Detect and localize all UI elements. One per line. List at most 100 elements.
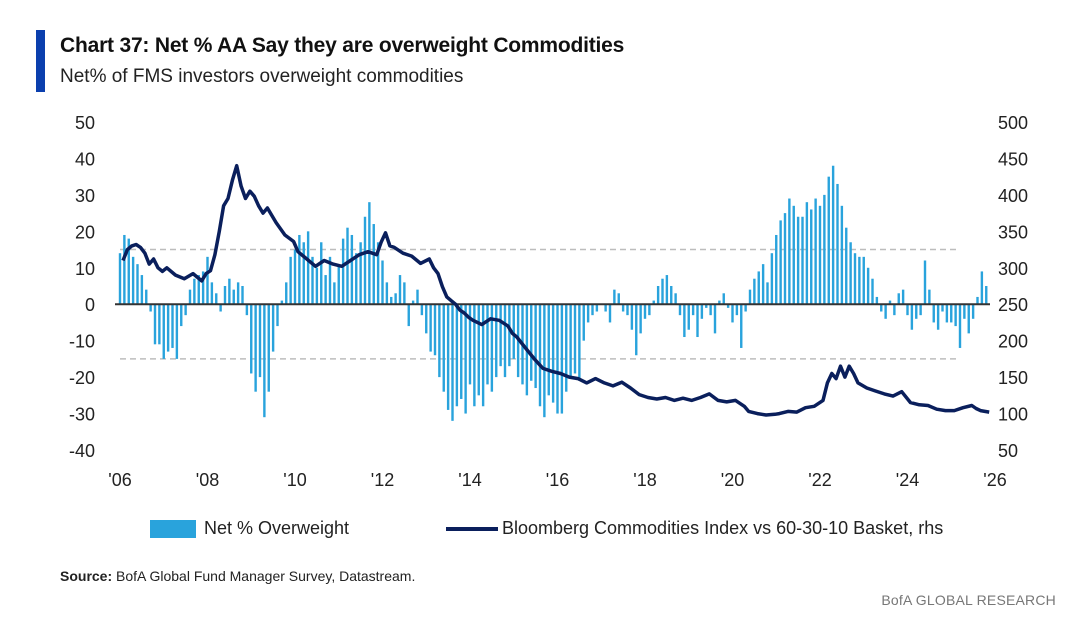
bar (792, 205, 795, 305)
bar (355, 253, 358, 305)
bar (460, 304, 463, 399)
bar (565, 304, 568, 392)
bar (827, 176, 830, 305)
bar (823, 194, 826, 305)
bar (915, 304, 918, 319)
bar (906, 304, 909, 316)
bar (805, 202, 809, 305)
bar (411, 300, 415, 305)
right-tick-label: 250 (998, 295, 1028, 315)
bar (958, 304, 962, 348)
bar (140, 275, 144, 305)
bar (687, 304, 690, 330)
bar (722, 293, 725, 305)
source-label: Source: (60, 568, 113, 584)
bar (149, 304, 152, 312)
right-tick-label: 400 (998, 186, 1028, 206)
legend-swatch-line (446, 526, 498, 531)
bar (543, 304, 546, 418)
bar (232, 289, 235, 305)
bar (534, 304, 537, 389)
left-tick-label: 0 (85, 295, 95, 315)
legend-label-bars: Net % Overweight (204, 518, 350, 538)
bar (849, 242, 852, 305)
bar (705, 304, 708, 308)
bar (215, 293, 218, 305)
bar (442, 304, 445, 392)
bar (495, 304, 498, 378)
bar (547, 304, 550, 396)
left-tick-label: -10 (69, 332, 95, 352)
bar (416, 289, 419, 305)
bar (481, 304, 485, 407)
bar (166, 304, 170, 352)
bar (648, 304, 651, 316)
bar (280, 300, 284, 305)
bar (726, 304, 730, 308)
bar (836, 183, 839, 305)
bar (713, 304, 717, 334)
x-tick-label: '24 (896, 470, 919, 490)
bar (569, 304, 572, 378)
bar (324, 275, 327, 305)
bar (578, 304, 581, 381)
bar (394, 293, 397, 305)
bar (328, 256, 332, 305)
bar (438, 304, 441, 378)
bar (455, 304, 459, 407)
bar (468, 304, 472, 385)
bar (608, 304, 612, 323)
bar (477, 304, 480, 396)
bar (923, 260, 927, 305)
bar (263, 304, 266, 418)
bar (228, 278, 231, 305)
left-tick-label: 50 (75, 113, 95, 133)
right-tick-label: 500 (998, 113, 1028, 133)
x-tick-label: '16 (546, 470, 569, 490)
bar (258, 304, 262, 378)
x-tick-label: '06 (108, 470, 131, 490)
bar (700, 304, 704, 319)
bar (976, 296, 979, 305)
bar (595, 304, 599, 312)
x-tick-label: '18 (633, 470, 656, 490)
source-note: Source: BofA Global Fund Manager Survey,… (60, 568, 415, 584)
bar (761, 264, 765, 305)
bar (451, 304, 454, 421)
bar (573, 304, 577, 374)
bar (814, 198, 817, 305)
bar (893, 304, 896, 316)
bar (271, 304, 275, 352)
left-tick-label: 30 (75, 186, 95, 206)
bar (162, 304, 165, 359)
bar (136, 264, 139, 305)
x-tick-label: '22 (808, 470, 831, 490)
bar (801, 216, 804, 305)
bar (333, 282, 336, 305)
bar (276, 304, 279, 327)
right-tick-label: 350 (998, 222, 1028, 242)
bar (766, 282, 769, 305)
bar (180, 304, 183, 327)
bar (490, 304, 494, 392)
bar (372, 224, 375, 305)
bar (810, 209, 813, 305)
bar (346, 227, 349, 305)
bar (245, 304, 249, 316)
bar (398, 275, 402, 305)
chart-title: Chart 37: Net % AA Say they are overweig… (60, 34, 625, 57)
bar (403, 282, 406, 305)
bar (683, 304, 686, 338)
bar (420, 304, 424, 316)
bar (928, 289, 931, 305)
right-tick-label: 150 (998, 368, 1028, 388)
bar (652, 300, 655, 305)
bar (770, 253, 774, 305)
bar (932, 304, 935, 323)
bar (783, 213, 787, 305)
bar (350, 234, 354, 305)
bar (337, 264, 340, 305)
bar (919, 304, 922, 316)
right-tick-label: 300 (998, 259, 1028, 279)
bar (433, 304, 437, 356)
